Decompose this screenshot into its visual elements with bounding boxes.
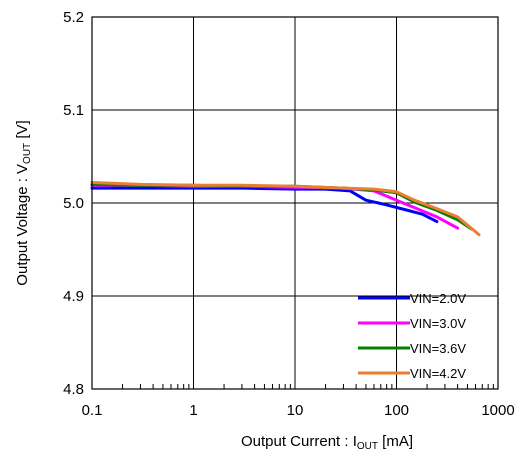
y-tick-label: 4.8 [63, 381, 84, 398]
y-tick-label: 5.1 [63, 102, 84, 119]
plot-frame [91, 16, 499, 390]
y-tick-labels: 4.8 4.9 5.0 5.1 5.2 [63, 9, 84, 398]
legend-label-3: VIN=3.6V [410, 341, 466, 356]
x-tick-label: 1 [189, 402, 197, 419]
y-tick-label: 5.2 [63, 9, 84, 26]
x-axis-title: Output Current : IOUT [mA] [241, 433, 413, 452]
legend-label-4: VIN=4.2V [410, 366, 466, 381]
y-tick-label: 4.9 [63, 288, 84, 305]
x-tick-label: 1000 [481, 402, 514, 419]
legend: VIN=2.0V VIN=3.0V VIN=3.6V VIN=4.2V [358, 291, 466, 381]
y-tick-label: 5.0 [63, 195, 84, 212]
x-tick-label: 10 [287, 402, 304, 419]
x-tick-labels: 0.1 1 10 100 1000 [82, 402, 515, 419]
series-line-1 [90, 186, 439, 224]
minor-ticks [122, 384, 494, 389]
x-tick-label: 100 [384, 402, 409, 419]
y-axis-title: Output Voltage : VOUT [V] [14, 120, 33, 285]
series-lines [90, 181, 481, 237]
legend-label-1: VIN=2.0V [410, 291, 466, 306]
legend-label-2: VIN=3.0V [410, 316, 466, 331]
series-line-4 [90, 181, 481, 237]
x-tick-label: 0.1 [82, 402, 103, 419]
